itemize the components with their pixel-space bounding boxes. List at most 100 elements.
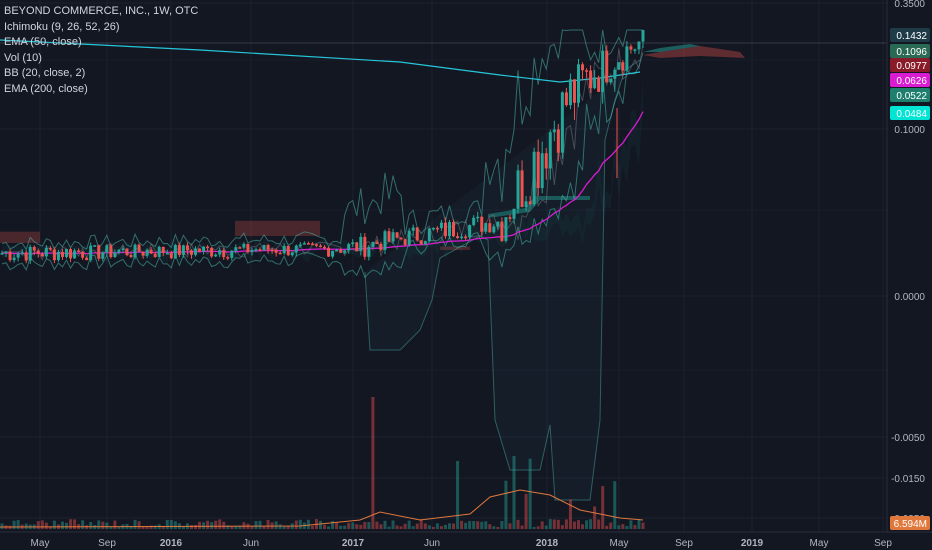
candle-body[interactable]	[218, 250, 222, 255]
candle-body[interactable]	[556, 129, 560, 153]
candle-body[interactable]	[496, 221, 500, 227]
candle-body[interactable]	[407, 230, 411, 246]
candle-body[interactable]	[97, 245, 101, 259]
candle-body[interactable]	[12, 257, 16, 261]
candle-body[interactable]	[351, 242, 355, 245]
candle-body[interactable]	[238, 247, 242, 249]
candle-body[interactable]	[32, 246, 36, 251]
candle-body[interactable]	[443, 222, 447, 237]
candle-body[interactable]	[468, 225, 472, 238]
candle-body[interactable]	[278, 252, 282, 255]
candle-body[interactable]	[20, 252, 24, 254]
candle-body[interactable]	[306, 243, 310, 245]
candle-body[interactable]	[528, 201, 532, 205]
candle-body[interactable]	[415, 227, 419, 241]
candle-body[interactable]	[476, 216, 480, 219]
candle-body[interactable]	[447, 222, 451, 237]
candle-body[interactable]	[121, 248, 125, 250]
candle-body[interactable]	[335, 250, 339, 252]
candle-body[interactable]	[8, 251, 12, 261]
candle-body[interactable]	[576, 64, 580, 103]
candle-body[interactable]	[641, 30, 645, 42]
candle-body[interactable]	[73, 250, 77, 259]
candle-body[interactable]	[621, 62, 625, 71]
candle-body[interactable]	[572, 79, 576, 103]
candle-body[interactable]	[601, 50, 605, 92]
candle-body[interactable]	[169, 252, 173, 259]
candle-body[interactable]	[439, 222, 443, 229]
candle-body[interactable]	[48, 247, 52, 250]
candle-body[interactable]	[258, 249, 262, 251]
candle-body[interactable]	[222, 250, 226, 258]
candle-body[interactable]	[532, 151, 536, 205]
candle-body[interactable]	[371, 241, 375, 247]
candle-body[interactable]	[423, 241, 427, 245]
candle-body[interactable]	[254, 249, 258, 251]
candle-body[interactable]	[189, 250, 193, 255]
legend-ema200[interactable]: EMA (200, close)	[4, 82, 88, 95]
candle-body[interactable]	[331, 250, 335, 257]
candle-body[interactable]	[585, 70, 589, 72]
candle-body[interactable]	[109, 245, 113, 258]
candle-body[interactable]	[379, 243, 383, 250]
candle-body[interactable]	[282, 245, 286, 254]
candle-body[interactable]	[391, 232, 395, 242]
candle-body[interactable]	[24, 252, 28, 261]
candle-body[interactable]	[593, 77, 597, 89]
candle-body[interactable]	[44, 247, 48, 257]
candle-body[interactable]	[323, 246, 327, 249]
candle-body[interactable]	[403, 239, 407, 246]
candle-body[interactable]	[60, 251, 64, 257]
candle-body[interactable]	[581, 64, 585, 71]
candle-body[interactable]	[633, 49, 637, 51]
candle-body[interactable]	[141, 251, 145, 256]
candle-body[interactable]	[137, 244, 141, 252]
candle-body[interactable]	[210, 247, 214, 257]
candle-body[interactable]	[427, 228, 431, 242]
candle-body[interactable]	[230, 250, 234, 258]
candle-body[interactable]	[125, 248, 129, 256]
candle-body[interactable]	[609, 78, 613, 83]
candle-body[interactable]	[157, 246, 161, 257]
candle-body[interactable]	[375, 241, 379, 244]
candle-body[interactable]	[69, 249, 73, 259]
candle-body[interactable]	[327, 247, 331, 257]
candle-body[interactable]	[540, 153, 544, 189]
candle-body[interactable]	[613, 69, 617, 79]
candle-body[interactable]	[435, 227, 439, 230]
candle-body[interactable]	[145, 249, 149, 256]
candle-body[interactable]	[250, 249, 254, 253]
candle-body[interactable]	[270, 249, 274, 252]
candle-body[interactable]	[198, 248, 202, 252]
candle-body[interactable]	[355, 242, 359, 251]
candle-body[interactable]	[560, 92, 564, 153]
candle-body[interactable]	[40, 253, 44, 257]
candle-body[interactable]	[625, 46, 629, 71]
candle-body[interactable]	[399, 237, 403, 240]
candle-body[interactable]	[339, 250, 343, 253]
candle-body[interactable]	[564, 92, 568, 106]
candle-body[interactable]	[597, 77, 601, 92]
candle-body[interactable]	[548, 132, 552, 169]
candle-body[interactable]	[343, 250, 347, 253]
candle-body[interactable]	[508, 217, 512, 219]
candle-body[interactable]	[363, 236, 367, 257]
candle-body[interactable]	[105, 245, 109, 253]
candle-body[interactable]	[89, 245, 93, 261]
candle-body[interactable]	[456, 236, 460, 238]
candle-body[interactable]	[431, 227, 435, 230]
candle-body[interactable]	[318, 245, 322, 248]
candle-body[interactable]	[262, 245, 266, 250]
candle-body[interactable]	[149, 249, 153, 254]
candle-body[interactable]	[464, 236, 468, 239]
candle-body[interactable]	[314, 244, 318, 246]
candle-body[interactable]	[589, 70, 593, 89]
candle-body[interactable]	[488, 223, 492, 233]
candle-body[interactable]	[472, 217, 476, 226]
candle-body[interactable]	[93, 245, 97, 247]
candle-body[interactable]	[452, 222, 456, 237]
candle-body[interactable]	[411, 227, 415, 231]
candle-body[interactable]	[302, 243, 306, 245]
candle-body[interactable]	[234, 247, 238, 251]
candle-body[interactable]	[605, 50, 609, 83]
